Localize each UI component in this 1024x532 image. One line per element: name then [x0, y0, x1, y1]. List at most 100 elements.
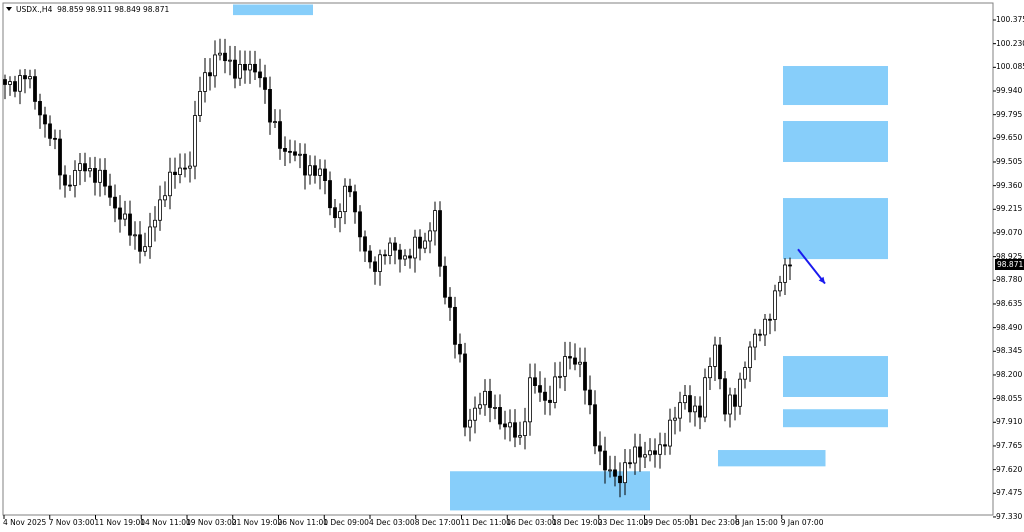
- candle-body: [543, 391, 547, 401]
- candle-body: [233, 59, 237, 79]
- candle-body: [528, 377, 532, 423]
- candle-body: [133, 234, 137, 237]
- candle-body: [593, 404, 597, 447]
- candle-body: [138, 234, 142, 252]
- candle-body: [783, 264, 787, 283]
- candle-body: [63, 174, 67, 186]
- candle-body: [623, 462, 627, 484]
- time-axis-label: 9 Jan 07:00: [780, 518, 824, 527]
- candle-body: [768, 318, 772, 321]
- candle-body: [483, 390, 487, 406]
- candle-body: [358, 211, 362, 238]
- candle-body: [453, 306, 457, 345]
- candle-body: [508, 422, 512, 428]
- candle-body: [613, 469, 617, 477]
- symbol-label: USDX.,H4: [16, 5, 53, 14]
- candle-body: [78, 163, 82, 171]
- candle-body: [53, 137, 57, 140]
- candle-body: [248, 63, 252, 71]
- price-axis-label: 98.635: [996, 298, 1023, 308]
- candle-body: [253, 63, 257, 73]
- price-axis-label: 100.375: [996, 15, 1024, 24]
- time-axis-label: 11 Nov 19:00: [94, 518, 146, 527]
- candle-body: [513, 422, 517, 438]
- supply-demand-zone[interactable]: [233, 4, 313, 16]
- time-axis-label: 14 Nov 11:00: [140, 518, 191, 527]
- candle-body: [393, 242, 397, 251]
- candle-body: [298, 153, 302, 156]
- candle-body: [548, 399, 552, 403]
- price-axis-label: 99.360: [996, 180, 1023, 190]
- candle-body: [558, 375, 562, 378]
- candle-body: [673, 417, 677, 421]
- candle-body: [378, 254, 382, 272]
- candle-body: [743, 367, 747, 380]
- price-axis-label: 100.230: [996, 38, 1024, 48]
- candle-body: [348, 185, 352, 193]
- candle-body: [13, 81, 17, 92]
- candle-body: [433, 210, 437, 232]
- supply-demand-zone[interactable]: [450, 471, 650, 511]
- supply-demand-zone[interactable]: [783, 121, 888, 162]
- candle-body: [3, 79, 7, 85]
- candle-body: [73, 170, 77, 186]
- candle-body: [658, 444, 662, 455]
- candle-body: [258, 71, 262, 79]
- candle-body: [763, 318, 767, 336]
- candle-body: [578, 361, 582, 365]
- candle-body: [328, 180, 332, 209]
- time-axis-label: 7 Nov 03:00: [48, 518, 95, 527]
- trend-arrow[interactable]: [797, 248, 826, 285]
- candle-body: [283, 147, 287, 152]
- candle-body: [563, 356, 567, 377]
- candle-body: [303, 153, 307, 176]
- price-axis-label: 97.910: [996, 417, 1023, 427]
- candle-body: [683, 395, 687, 404]
- candle-body: [83, 163, 87, 172]
- candle-body: [168, 171, 172, 197]
- time-axis-label: 26 Nov 11:00: [277, 518, 329, 527]
- candle-body: [313, 165, 317, 176]
- supply-demand-zone[interactable]: [718, 450, 826, 467]
- candle-body: [243, 63, 247, 71]
- candle-body: [653, 450, 657, 455]
- candle-body: [128, 213, 132, 236]
- candle-body: [708, 366, 712, 379]
- time-axis-label: 29 Dec 05:00: [643, 518, 694, 527]
- candle-body: [228, 59, 232, 62]
- candle-body: [468, 419, 472, 428]
- candle-body: [488, 390, 492, 408]
- supply-demand-zone[interactable]: [783, 198, 888, 260]
- ohlc-readout: 98.859 98.911 98.849 98.871: [57, 5, 170, 14]
- candle-body: [388, 242, 392, 256]
- time-axis-label: 31 Dec 23:00: [689, 518, 740, 527]
- candle-body: [758, 333, 762, 336]
- price-axis-label: 98.055: [996, 393, 1023, 403]
- candle-body: [693, 405, 697, 413]
- candle-body: [163, 195, 167, 201]
- candle-body: [413, 236, 417, 259]
- candle-body: [268, 89, 272, 123]
- candle-body: [323, 168, 327, 181]
- price-axis-label: 97.620: [996, 464, 1023, 474]
- candle-body: [373, 261, 377, 272]
- candle-body: [98, 169, 102, 183]
- candle-body: [773, 290, 777, 320]
- candle-body: [713, 344, 717, 367]
- candle-body: [458, 343, 462, 355]
- candle-body: [718, 344, 722, 380]
- candle-body: [703, 377, 707, 418]
- supply-demand-zone[interactable]: [783, 66, 888, 106]
- candle-body: [533, 377, 537, 386]
- supply-demand-zone[interactable]: [783, 356, 888, 397]
- candle-body: [158, 199, 162, 221]
- candle-body: [698, 405, 702, 418]
- candle-body: [463, 353, 467, 428]
- candle-body: [723, 378, 727, 415]
- candle-body: [738, 378, 742, 407]
- dropdown-triangle-icon[interactable]: [6, 7, 12, 11]
- candle-body: [363, 236, 367, 252]
- candle-body: [788, 264, 792, 267]
- supply-demand-zone[interactable]: [783, 409, 888, 428]
